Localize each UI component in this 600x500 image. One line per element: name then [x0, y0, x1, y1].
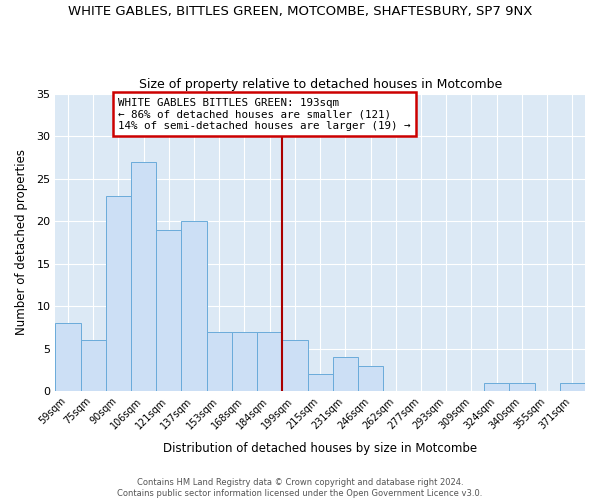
Text: Contains HM Land Registry data © Crown copyright and database right 2024.
Contai: Contains HM Land Registry data © Crown c…	[118, 478, 482, 498]
Text: WHITE GABLES, BITTLES GREEN, MOTCOMBE, SHAFTESBURY, SP7 9NX: WHITE GABLES, BITTLES GREEN, MOTCOMBE, S…	[68, 5, 532, 18]
Bar	[283, 340, 308, 391]
Bar	[106, 196, 131, 391]
Bar	[131, 162, 156, 391]
Bar	[358, 366, 383, 391]
Text: WHITE GABLES BITTLES GREEN: 193sqm
← 86% of detached houses are smaller (121)
14: WHITE GABLES BITTLES GREEN: 193sqm ← 86%…	[118, 98, 411, 131]
Bar	[80, 340, 106, 391]
Bar	[206, 332, 232, 391]
X-axis label: Distribution of detached houses by size in Motcombe: Distribution of detached houses by size …	[163, 442, 477, 455]
Bar	[156, 230, 181, 391]
Bar	[232, 332, 257, 391]
Bar	[257, 332, 283, 391]
Bar	[308, 374, 333, 391]
Bar	[484, 382, 509, 391]
Bar	[333, 357, 358, 391]
Title: Size of property relative to detached houses in Motcombe: Size of property relative to detached ho…	[139, 78, 502, 91]
Bar	[560, 382, 585, 391]
Bar	[509, 382, 535, 391]
Bar	[55, 323, 80, 391]
Bar	[181, 221, 206, 391]
Y-axis label: Number of detached properties: Number of detached properties	[15, 150, 28, 336]
